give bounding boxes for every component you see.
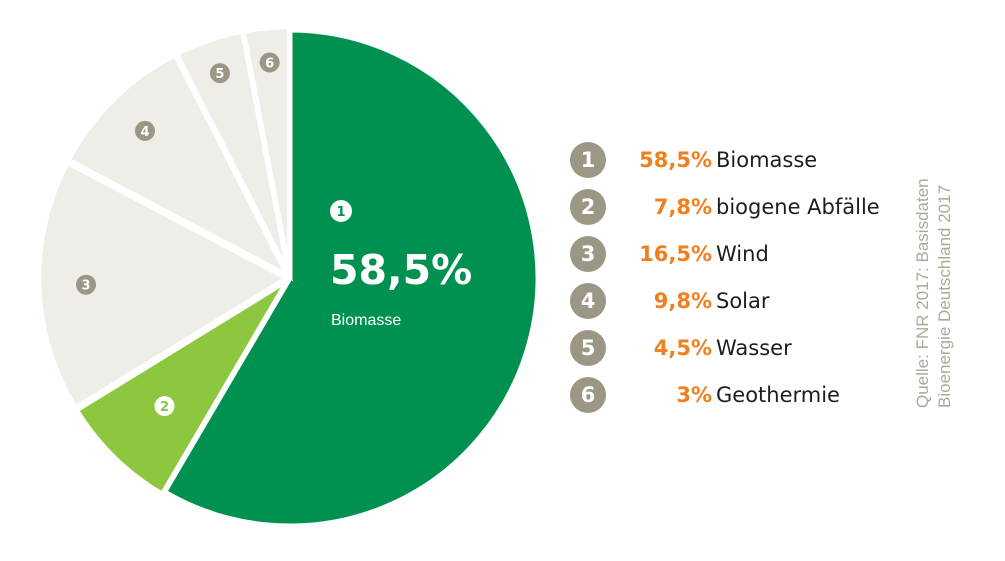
legend-item: 4 9,8% Solar: [570, 283, 910, 323]
legend-percent: 16,5%: [639, 242, 712, 266]
legend-percent: 58,5%: [639, 148, 712, 172]
slice-badge-2: [154, 396, 175, 417]
legend-percent: 4,5%: [653, 336, 712, 360]
legend-number-badge: 6: [570, 377, 606, 413]
slice-badge-6: [259, 52, 280, 73]
source-note: Quelle: FNR 2017: Basisdaten Bioenergie …: [912, 178, 956, 408]
legend-label: biogene Abfälle: [716, 195, 880, 219]
legend-number-badge: 2: [570, 189, 606, 225]
legend-item: 3 16,5% Wind: [570, 236, 910, 276]
source-line-2: Bioenergie Deutschland 2017: [935, 184, 954, 408]
legend-percent: 3%: [676, 383, 712, 407]
legend-number-badge: 5: [570, 330, 606, 366]
slice-badge-4: [134, 120, 155, 141]
slice-badge-number-2: 2: [160, 400, 169, 415]
highlight-badge: [330, 200, 352, 222]
source-line-1: Quelle: FNR 2017: Basisdaten: [913, 178, 932, 408]
pie-chart: 2 3 4 5 6 1 58,5% Biomasse: [36, 24, 541, 529]
legend-percent: 9,8%: [653, 289, 712, 313]
legend-label: Solar: [716, 289, 770, 313]
highlight-value: 58,5%: [330, 246, 472, 294]
legend-label: Geothermie: [716, 383, 840, 407]
legend-number-badge: 3: [570, 236, 606, 272]
legend-item: 6 3% Geothermie: [570, 377, 910, 417]
pie-slice-1: [161, 27, 541, 529]
pie-slice-2: [72, 278, 290, 498]
legend-number-badge: 4: [570, 283, 606, 319]
slice-badge-5: [209, 63, 230, 84]
legend-percent: 7,8%: [653, 195, 712, 219]
highlight-label: Biomasse: [331, 312, 401, 329]
legend-item: 1 58,5% Biomasse: [570, 142, 910, 182]
slice-badge-number-3: 3: [82, 279, 91, 294]
legend-item: 2 7,8% biogene Abfälle: [570, 189, 910, 229]
slice-badge-number-6: 6: [265, 56, 274, 71]
slice-badge-number-4: 4: [140, 125, 149, 140]
slice-badge-number-5: 5: [215, 67, 224, 82]
pie-slice-6: [240, 24, 293, 276]
pie-slice-4: [64, 51, 294, 282]
legend-item: 5 4,5% Wasser: [570, 330, 910, 370]
legend-label: Wasser: [716, 336, 792, 360]
legend-label: Wind: [716, 242, 769, 266]
legend-number-badge: 1: [570, 142, 606, 178]
highlight-badge-number: 1: [336, 205, 345, 220]
slice-badge-3: [76, 274, 97, 295]
legend-label: Biomasse: [716, 148, 818, 172]
pie-slice-3: [36, 159, 292, 412]
